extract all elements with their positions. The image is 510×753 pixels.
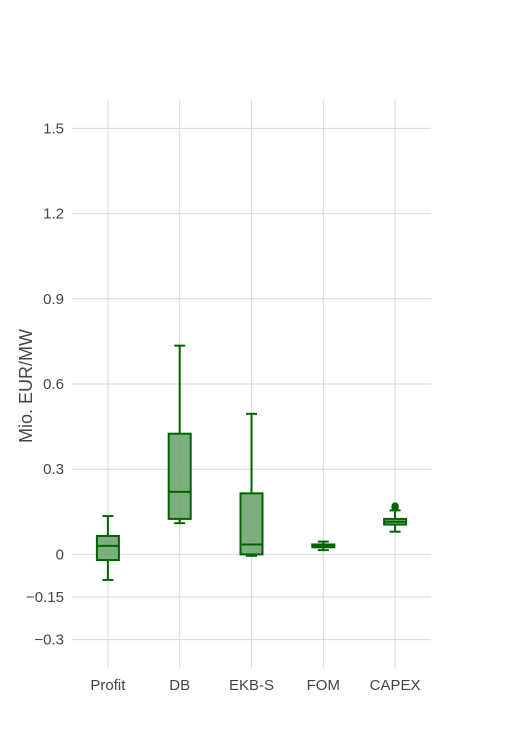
outlier-point [391, 502, 399, 510]
box-iqr [95, 534, 120, 562]
y-tick-labels: −0.3 −0.15 0 0.3 0.6 0.9 1.2 1.5 [26, 120, 64, 648]
y-tick-label: 1.2 [43, 206, 64, 223]
y-tick-label: 0.3 [43, 461, 64, 478]
box-iqr [239, 492, 264, 556]
y-tick-label: 0 [56, 546, 64, 563]
y-tick-label: −0.3 [34, 632, 64, 649]
x-tick-label: Profit [90, 677, 126, 694]
box-iqr [167, 432, 192, 520]
x-tick-label: CAPEX [370, 677, 421, 694]
x-tick-label: DB [169, 677, 190, 694]
x-tick-label: EKB-S [229, 677, 274, 694]
box-fom [311, 540, 336, 552]
y-tick-label: −0.15 [26, 589, 64, 606]
y-axis-title: Mio. EUR/MW [16, 329, 36, 443]
grid-layer [72, 100, 431, 668]
boxes-layer [95, 344, 408, 581]
box-db [167, 344, 192, 525]
y-tick-label: 0.9 [43, 291, 64, 308]
box-profit [95, 515, 120, 581]
box-ekb-s [239, 412, 264, 557]
box-capex [383, 502, 408, 533]
y-tick-label: 1.5 [43, 120, 64, 137]
x-tick-label: FOM [307, 677, 340, 694]
y-tick-label: 0.6 [43, 376, 64, 393]
x-tick-labels: Profit DB EKB-S FOM CAPEX [90, 677, 420, 694]
